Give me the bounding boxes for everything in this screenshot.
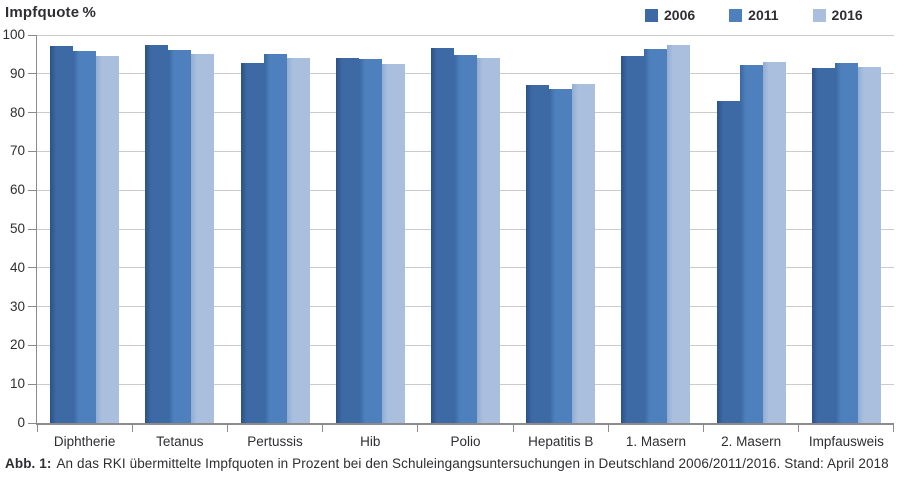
plot-area: 0 10 20 30 40 50 60 70 80 90 100 Diphtherie Tetanus P… xyxy=(2,27,894,449)
x-axis-tick-5 xyxy=(512,425,514,432)
bar-2016-impfausweis xyxy=(857,67,881,423)
caption-text: An das RKI übermittelte Impfquoten in Pr… xyxy=(56,456,889,471)
bar-2006-impfausweis xyxy=(811,67,835,423)
bar-2011-1-masern xyxy=(644,48,668,423)
legend: 2006 2011 2016 xyxy=(645,7,863,23)
x-category-label-polio: Polio xyxy=(450,434,481,449)
bar-2016-diphtherie xyxy=(96,55,120,423)
bar-2011-impfausweis xyxy=(834,63,858,423)
legend-label-2016: 2016 xyxy=(831,7,863,23)
y-axis-tick-70 xyxy=(28,150,36,152)
bar-2006-diphtherie xyxy=(50,46,74,423)
x-axis-tick-end xyxy=(893,425,894,432)
bar-2006-pertussis xyxy=(240,62,264,423)
y-axis-tick-40 xyxy=(28,267,36,269)
x-category-label-hib: Hib xyxy=(360,434,381,449)
y-axis-tick-20 xyxy=(28,344,36,346)
y-tick-label-20: 20 xyxy=(9,337,25,353)
y-tick-label-30: 30 xyxy=(9,298,25,314)
x-category-label-2-masern: 2. Masern xyxy=(721,434,782,449)
bar-2011-polio xyxy=(454,54,477,423)
x-axis-tick-8 xyxy=(798,425,800,432)
legend-item-2006: 2006 xyxy=(645,7,695,23)
bar-2011-2-masern xyxy=(739,65,763,423)
y-axis-tick-100 xyxy=(28,34,36,36)
bar-2016-hib xyxy=(381,63,405,423)
x-category-label-tetanus: Tetanus xyxy=(156,434,204,449)
legend-label-2011: 2011 xyxy=(748,7,779,23)
bar-2016-2-masern xyxy=(762,62,786,423)
x-axis-tick-2 xyxy=(226,425,228,432)
x-axis-tick-7 xyxy=(703,425,705,432)
bar-2006-hepatitis-b xyxy=(526,84,550,423)
bar-2016-hepatitis-b xyxy=(572,84,596,423)
x-axis-tick-0 xyxy=(36,425,38,432)
bar-2011-hib xyxy=(358,59,382,423)
x-axis-tick-3 xyxy=(322,425,324,432)
bar-2011-diphtherie xyxy=(73,51,97,423)
gridline-100 xyxy=(37,34,894,36)
legend-item-2016: 2016 xyxy=(812,7,863,23)
y-tick-label-40: 40 xyxy=(9,259,25,275)
bar-2006-polio xyxy=(431,48,454,423)
legend-swatch-2011 xyxy=(729,8,743,22)
bar-2006-hib xyxy=(335,58,359,423)
y-tick-label-100: 100 xyxy=(2,27,25,42)
x-category-label-impfausweis: Impfausweis xyxy=(808,434,884,449)
y-axis-tick-90 xyxy=(28,73,36,75)
y-tick-label-90: 90 xyxy=(9,65,25,81)
y-tick-label-10: 10 xyxy=(9,376,25,392)
x-category-label-hepatitis-b: Hepatitis B xyxy=(528,434,594,449)
bar-2011-tetanus xyxy=(168,50,192,423)
y-tick-label-60: 60 xyxy=(9,182,25,198)
legend-swatch-2006 xyxy=(645,8,658,22)
chart-title: Impfquote % xyxy=(5,4,97,21)
bar-2011-pertussis xyxy=(263,54,287,423)
y-axis-tick-60 xyxy=(28,189,36,191)
x-category-label-diphtherie: Diphtherie xyxy=(53,434,116,449)
y-tick-label-0: 0 xyxy=(17,415,25,430)
x-category-label-pertussis: Pertussis xyxy=(247,434,303,449)
bar-2006-tetanus xyxy=(145,45,169,423)
y-axis-tick-30 xyxy=(28,306,36,308)
bar-2016-polio xyxy=(477,58,500,423)
y-tick-label-70: 70 xyxy=(9,143,25,159)
x-axis-tick-1 xyxy=(131,425,133,432)
x-axis-tick-4 xyxy=(417,425,419,432)
bar-2011-hepatitis-b xyxy=(549,89,573,423)
legend-item-2011: 2011 xyxy=(729,7,779,23)
y-tick-label-50: 50 xyxy=(9,221,25,236)
caption-label: Abb. 1: xyxy=(5,456,52,471)
bar-2006-1-masern xyxy=(621,55,645,423)
bar-2006-2-masern xyxy=(716,100,740,423)
x-category-label-1-masern: 1. Masern xyxy=(625,434,686,449)
y-tick-label-80: 80 xyxy=(9,104,25,120)
x-axis-tick-6 xyxy=(607,425,609,432)
y-axis-tick-0 xyxy=(28,422,36,424)
legend-label-2006: 2006 xyxy=(664,7,696,23)
bar-2016-tetanus xyxy=(191,54,215,423)
y-axis-tick-50 xyxy=(28,228,36,230)
legend-swatch-2016 xyxy=(812,8,826,22)
figure-caption: Abb. 1: An das RKI übermittelte Impfquote… xyxy=(5,456,889,471)
bar-2016-1-masern xyxy=(667,45,691,423)
bar-2016-pertussis xyxy=(286,57,310,423)
y-axis-tick-10 xyxy=(28,383,36,385)
y-axis-tick-80 xyxy=(28,112,36,114)
